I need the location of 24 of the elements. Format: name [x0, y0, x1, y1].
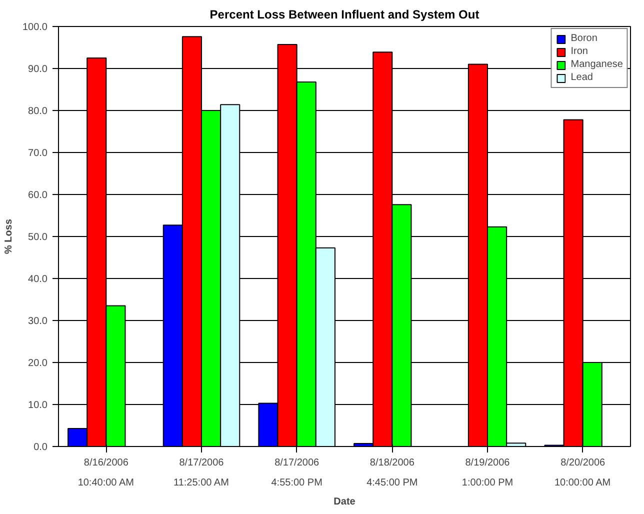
category-label: 8/17/2006 4:55:00 PM	[271, 458, 322, 488]
category-label: 8/20/2006 10:00:00 AM	[554, 458, 611, 488]
y-tick-label: 20.0	[28, 358, 48, 369]
y-tick-label: 50.0	[28, 232, 48, 243]
y-tick-label: 30.0	[28, 316, 48, 327]
chart-title: Percent Loss Between Influent and System Out	[210, 8, 480, 22]
y-tick-label: 10.0	[28, 400, 48, 411]
category-label: 8/18/2006 4:45:00 PM	[366, 458, 418, 488]
legend-label: Boron	[570, 33, 598, 44]
category-label: 8/16/2006 10:40:00 AM	[78, 458, 134, 488]
x-axis-title: Date	[334, 496, 356, 508]
y-tick-label: 100.0	[22, 22, 48, 33]
y-tick-label: 0.0	[34, 442, 48, 453]
legend-label: Lead	[570, 72, 593, 83]
category-label: 8/19/2006 1:00:00 PM	[462, 458, 514, 488]
category-label: 8/17/2006 11:25:00 AM	[174, 458, 229, 488]
legend-label: Manganese	[570, 59, 623, 70]
y-tick-label: 70.0	[28, 148, 48, 159]
y-tick-label: 40.0	[28, 274, 48, 285]
y-axis-title: % Loss	[3, 218, 14, 254]
y-tick-label: 60.0	[28, 190, 48, 201]
y-tick-label: 80.0	[28, 106, 48, 117]
legend-label: Iron	[570, 46, 589, 57]
y-tick-label: 90.0	[28, 64, 48, 75]
